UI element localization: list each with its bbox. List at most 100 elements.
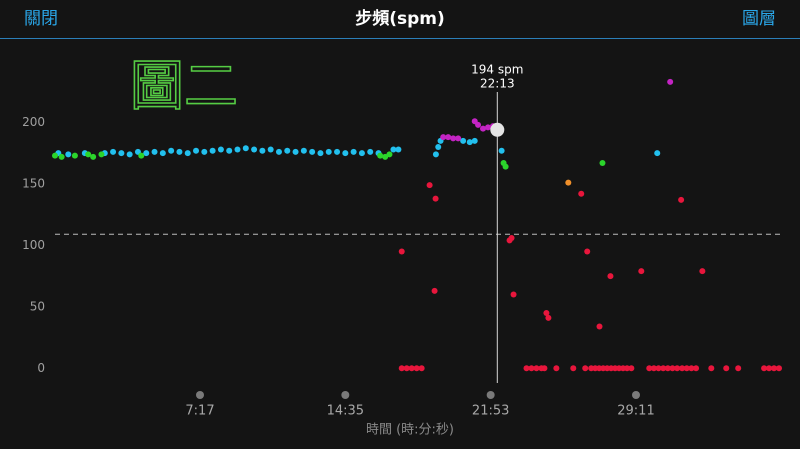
data-point [502,163,509,170]
data-point [607,273,614,280]
data-point [358,150,365,157]
data-point [98,151,105,158]
data-point [408,365,415,372]
data-point [655,365,662,372]
close-button[interactable]: 關閉 [24,9,58,29]
data-point [646,365,653,372]
data-point [251,146,258,153]
cursor-time-label: 22:13 [480,77,515,91]
data-point [176,148,183,155]
data-point [435,144,442,151]
data-point [582,365,589,372]
data-point [528,365,535,372]
data-point [466,139,473,146]
data-point [508,234,515,241]
data-point [667,78,674,85]
data-point [65,151,72,158]
data-point [309,148,316,155]
data-point [599,159,606,166]
data-point [432,151,439,158]
data-point [151,148,158,155]
data-point [761,365,768,372]
data-point [545,314,552,321]
data-point [776,365,783,372]
data-point [432,195,439,202]
data-point [688,365,695,372]
data-point [766,365,773,372]
data-point [201,148,208,155]
data-point [480,125,487,132]
data-point [565,179,572,186]
data-point [475,121,482,128]
data-point [418,365,425,372]
data-point [674,365,681,372]
x-tick-dot [631,391,640,399]
y-tick-label: 50 [30,299,45,313]
data-point [654,150,661,157]
data-point [570,365,577,372]
data-point [624,365,631,372]
data-point [85,151,92,158]
data-point [110,148,117,155]
data-point [143,150,150,157]
annotation: 圖二 [130,55,238,118]
data-point [440,134,447,141]
data-point [386,151,393,158]
data-point [498,147,505,154]
data-point [650,365,657,372]
data-point [242,145,249,152]
data-point [90,153,97,160]
header-title: 步頻(spm) [355,8,445,29]
data-point [431,287,438,294]
data-point [398,248,405,255]
data-point [413,365,420,372]
data-point [52,152,58,159]
data-point [584,248,591,255]
data-point [543,309,550,316]
data-point [628,365,635,372]
data-point [138,152,145,159]
data-point [377,152,384,159]
data-point [450,135,457,142]
data-point [533,365,540,372]
data-point [660,365,667,372]
y-tick-label: 0 [37,361,45,375]
data-point [693,365,700,372]
data-point [217,146,224,153]
x-tick-label: 21:53 [472,404,509,419]
data-point [342,150,349,157]
data-point [395,146,402,153]
data-point [209,147,216,154]
data-point [678,196,685,203]
data-point [159,150,166,157]
data-point [708,365,715,372]
x-axis-label: 時間 (時:分:秒) [366,423,454,438]
data-point [669,365,676,372]
data-point [118,150,125,157]
data-point [596,323,603,330]
data-point [426,182,433,189]
x-tick-dot [196,391,204,399]
data-point [275,148,282,155]
y-tick-label: 150 [22,176,45,190]
x-tick-dot [341,391,350,399]
cursor-point [490,122,505,137]
data-point [471,137,478,144]
y-tick-label: 200 [22,115,45,129]
data-point [723,365,730,372]
data-point [398,365,405,372]
y-tick-label: 100 [22,238,45,252]
data-point [168,147,175,154]
data-point [126,151,133,158]
data-point [367,148,374,155]
data-point [664,365,671,372]
data-point [771,365,778,372]
data-point [193,147,200,154]
data-point [325,148,332,155]
data-point [234,146,241,153]
layers-button[interactable]: 圖層 [742,9,776,29]
data-point [510,291,517,298]
